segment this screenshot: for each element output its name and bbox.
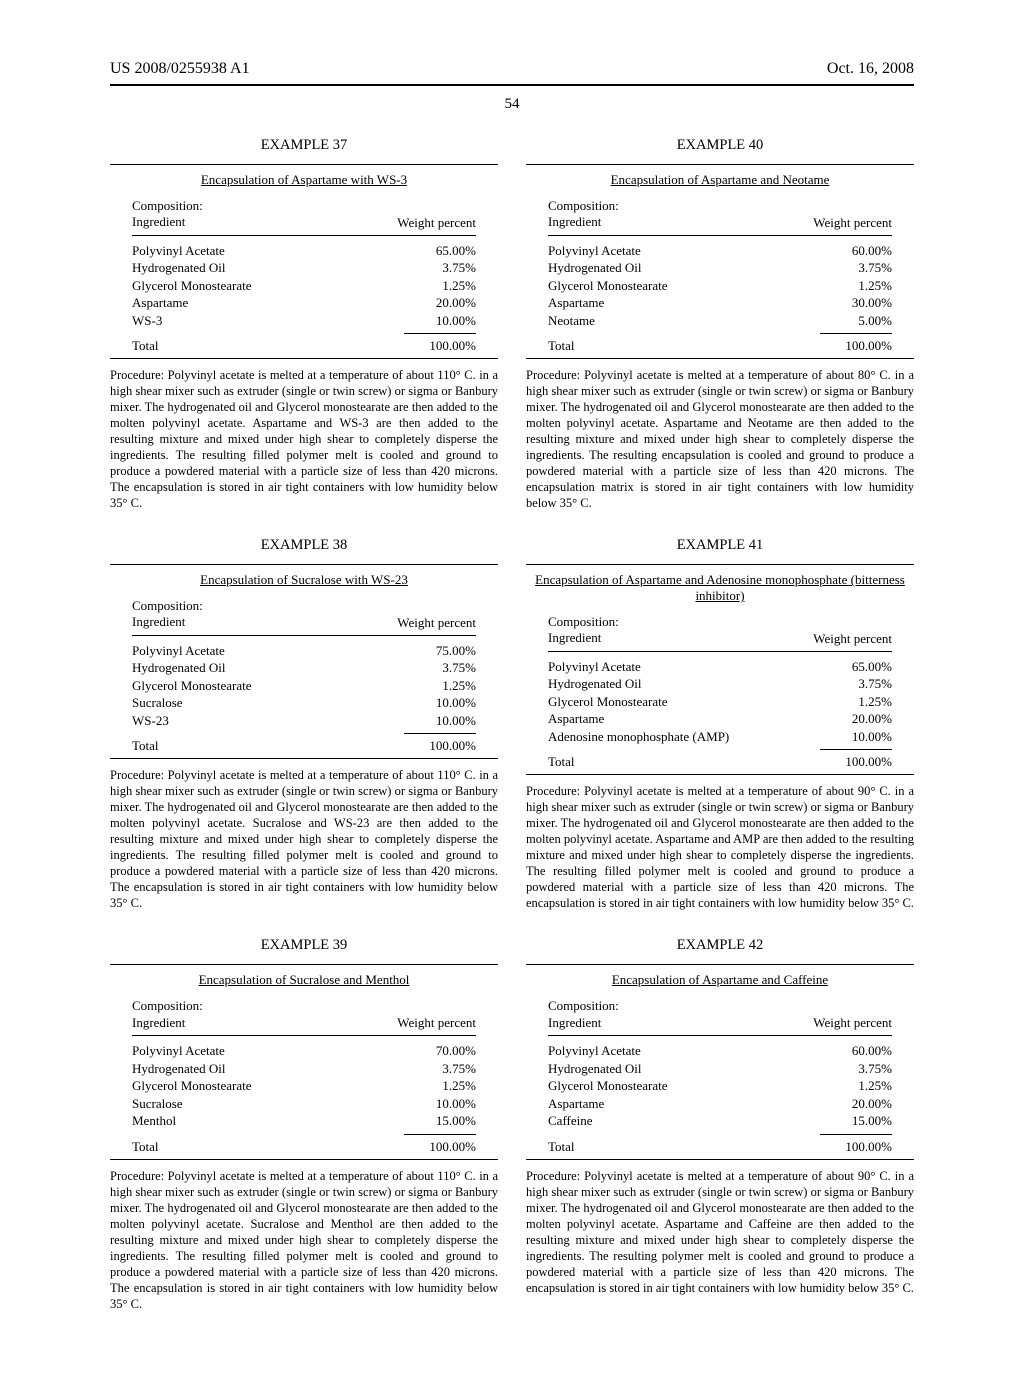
table-header-row: Composition: Ingredient Weight percent [548, 198, 892, 236]
composition-table: Encapsulation of Aspartame with WS-3 Com… [110, 164, 498, 359]
example-41: EXAMPLE 41 Encapsulation of Aspartame an… [526, 537, 914, 911]
total-row: Total100.00% [548, 1139, 892, 1155]
weight-percent-label: Weight percent [397, 215, 476, 231]
table-title: Encapsulation of Aspartame and Neotame [526, 172, 914, 188]
left-column: EXAMPLE 37 Encapsulation of Aspartame wi… [110, 137, 498, 1338]
procedure-text: Procedure: Polyvinyl acetate is melted a… [526, 367, 914, 511]
table-header-row: Composition: Ingredient Weight percent [132, 598, 476, 636]
table-row: Aspartame20.00% [548, 710, 892, 728]
table-row: Aspartame20.00% [132, 294, 476, 312]
procedure-text: Procedure: Polyvinyl acetate is melted a… [526, 1168, 914, 1296]
example-42: EXAMPLE 42 Encapsulation of Aspartame an… [526, 937, 914, 1295]
table-title: Encapsulation of Aspartame with WS-3 [110, 172, 498, 188]
table-row: Glycerol Monostearate1.25% [132, 677, 476, 695]
composition-table: Encapsulation of Aspartame and Neotame C… [526, 164, 914, 359]
example-heading: EXAMPLE 42 [526, 937, 914, 954]
table-row: Sucralose10.00% [132, 1095, 476, 1113]
composition-label: Composition: [132, 198, 203, 213]
patent-page: US 2008/0255938 A1 Oct. 16, 2008 54 EXAM… [0, 0, 1024, 1378]
table-header-row: Composition: Ingredient Weight percent [132, 198, 476, 236]
example-heading: EXAMPLE 37 [110, 137, 498, 154]
example-39: EXAMPLE 39 Encapsulation of Sucralose an… [110, 937, 498, 1311]
subtotal-rule [820, 749, 892, 750]
table-row: Glycerol Monostearate1.25% [548, 277, 892, 295]
table-title: Encapsulation of Sucralose with WS-23 [110, 572, 498, 588]
publication-date: Oct. 16, 2008 [827, 60, 914, 78]
page-number: 54 [110, 96, 914, 113]
right-column: EXAMPLE 40 Encapsulation of Aspartame an… [526, 137, 914, 1338]
publication-number: US 2008/0255938 A1 [110, 60, 250, 78]
table-row: Glycerol Monostearate1.25% [132, 1077, 476, 1095]
subtotal-rule [404, 733, 476, 734]
table-row: Hydrogenated Oil3.75% [132, 1060, 476, 1078]
table-row: Polyvinyl Acetate65.00% [132, 242, 476, 260]
table-row: Polyvinyl Acetate60.00% [548, 1042, 892, 1060]
header-rule [110, 84, 914, 86]
table-row: Hydrogenated Oil3.75% [548, 1060, 892, 1078]
total-row: Total100.00% [548, 754, 892, 770]
table-row: Polyvinyl Acetate70.00% [132, 1042, 476, 1060]
table-row: Hydrogenated Oil3.75% [548, 259, 892, 277]
example-heading: EXAMPLE 41 [526, 537, 914, 554]
composition-table: Encapsulation of Aspartame and Adenosine… [526, 564, 914, 775]
subtotal-rule [404, 1134, 476, 1135]
procedure-text: Procedure: Polyvinyl acetate is melted a… [110, 1168, 498, 1312]
table-row: Glycerol Monostearate1.25% [132, 277, 476, 295]
table-title: Encapsulation of Sucralose and Menthol [110, 972, 498, 988]
table-header-row: Composition: Ingredient Weight percent [132, 998, 476, 1036]
total-row: Total100.00% [132, 738, 476, 754]
table-row: Hydrogenated Oil3.75% [548, 675, 892, 693]
total-row: Total100.00% [132, 338, 476, 354]
example-heading: EXAMPLE 38 [110, 537, 498, 554]
table-row: Aspartame20.00% [548, 1095, 892, 1113]
example-heading: EXAMPLE 39 [110, 937, 498, 954]
composition-table: Encapsulation of Sucralose with WS-23 Co… [110, 564, 498, 759]
table-row: Hydrogenated Oil3.75% [132, 659, 476, 677]
procedure-text: Procedure: Polyvinyl acetate is melted a… [526, 783, 914, 911]
table-row: Adenosine monophosphate (AMP)10.00% [548, 728, 892, 746]
total-row: Total100.00% [548, 338, 892, 354]
composition-table: Encapsulation of Aspartame and Caffeine … [526, 964, 914, 1159]
table-row: Polyvinyl Acetate60.00% [548, 242, 892, 260]
page-header: US 2008/0255938 A1 Oct. 16, 2008 [110, 60, 914, 78]
table-header-row: Composition: Ingredient Weight percent [548, 614, 892, 652]
subtotal-rule [820, 1134, 892, 1135]
table-row: Neotame5.00% [548, 312, 892, 330]
table-row: Menthol15.00% [132, 1112, 476, 1130]
composition-table: Encapsulation of Sucralose and Menthol C… [110, 964, 498, 1159]
table-row: Polyvinyl Acetate65.00% [548, 658, 892, 676]
table-row: Aspartame30.00% [548, 294, 892, 312]
table-row: WS-2310.00% [132, 712, 476, 730]
table-row: Glycerol Monostearate1.25% [548, 693, 892, 711]
table-row: Glycerol Monostearate1.25% [548, 1077, 892, 1095]
table-row: Sucralose10.00% [132, 694, 476, 712]
table-row: Polyvinyl Acetate75.00% [132, 642, 476, 660]
procedure-text: Procedure: Polyvinyl acetate is melted a… [110, 767, 498, 911]
table-row: Caffeine15.00% [548, 1112, 892, 1130]
example-40: EXAMPLE 40 Encapsulation of Aspartame an… [526, 137, 914, 511]
table-header-row: Composition: Ingredient Weight percent [548, 998, 892, 1036]
subtotal-rule [820, 333, 892, 334]
example-37: EXAMPLE 37 Encapsulation of Aspartame wi… [110, 137, 498, 511]
procedure-text: Procedure: Polyvinyl acetate is melted a… [110, 367, 498, 511]
subtotal-rule [404, 333, 476, 334]
total-row: Total100.00% [132, 1139, 476, 1155]
ingredient-label: Ingredient [132, 214, 185, 229]
two-column-layout: EXAMPLE 37 Encapsulation of Aspartame wi… [110, 137, 914, 1338]
table-title: Encapsulation of Aspartame and Adenosine… [526, 572, 914, 604]
table-row: Hydrogenated Oil3.75% [132, 259, 476, 277]
example-heading: EXAMPLE 40 [526, 137, 914, 154]
table-title: Encapsulation of Aspartame and Caffeine [526, 972, 914, 988]
example-38: EXAMPLE 38 Encapsulation of Sucralose wi… [110, 537, 498, 911]
table-row: WS-310.00% [132, 312, 476, 330]
